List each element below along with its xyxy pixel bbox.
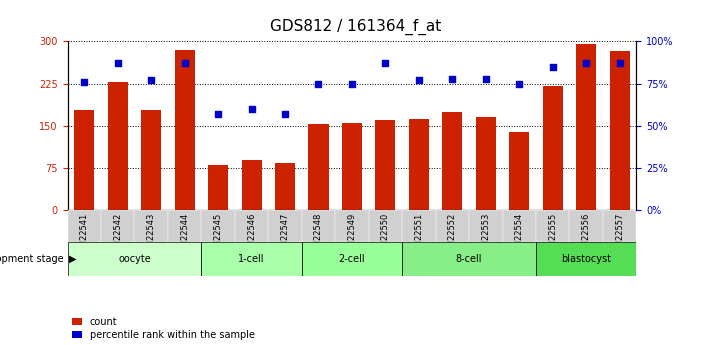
- Text: GSM22548: GSM22548: [314, 213, 323, 258]
- Bar: [609, 51, 630, 210]
- Bar: [570, 210, 603, 241]
- Text: 2-cell: 2-cell: [338, 254, 365, 264]
- Text: GSM22547: GSM22547: [281, 213, 289, 258]
- Text: GSM22557: GSM22557: [615, 213, 624, 258]
- Bar: [268, 210, 301, 241]
- Bar: [469, 210, 503, 241]
- Bar: [542, 87, 562, 210]
- Bar: [74, 110, 95, 210]
- Text: GSM22550: GSM22550: [381, 213, 390, 258]
- Point: [413, 78, 424, 83]
- Bar: [509, 131, 529, 210]
- Bar: [442, 112, 462, 210]
- Point: [79, 79, 90, 85]
- Point: [179, 61, 191, 66]
- Text: GSM22553: GSM22553: [481, 213, 491, 258]
- Bar: [201, 241, 301, 276]
- Text: 8-cell: 8-cell: [456, 254, 482, 264]
- Bar: [208, 165, 228, 210]
- Bar: [168, 210, 201, 241]
- Point: [346, 81, 358, 86]
- Text: GSM22556: GSM22556: [582, 213, 591, 258]
- Point: [313, 81, 324, 86]
- Text: GSM22551: GSM22551: [415, 213, 423, 258]
- Bar: [235, 210, 268, 241]
- Text: GSM22542: GSM22542: [113, 213, 122, 258]
- Point: [146, 78, 157, 83]
- Bar: [301, 241, 402, 276]
- Bar: [476, 117, 496, 210]
- Bar: [275, 162, 295, 210]
- Bar: [141, 110, 161, 210]
- Text: blastocyst: blastocyst: [561, 254, 611, 264]
- Bar: [576, 44, 597, 210]
- Legend: count, percentile rank within the sample: count, percentile rank within the sample: [73, 317, 255, 340]
- Point: [213, 111, 224, 117]
- Bar: [309, 124, 328, 210]
- Bar: [101, 210, 134, 241]
- Bar: [536, 241, 636, 276]
- Bar: [603, 210, 636, 241]
- Point: [580, 61, 592, 66]
- Bar: [68, 241, 201, 276]
- Bar: [536, 210, 570, 241]
- Bar: [375, 120, 395, 210]
- Text: oocyte: oocyte: [118, 254, 151, 264]
- Point: [112, 61, 124, 66]
- Point: [614, 61, 625, 66]
- Bar: [301, 210, 335, 241]
- Text: ▶: ▶: [69, 254, 77, 264]
- Text: GSM22552: GSM22552: [448, 213, 457, 258]
- Text: GSM22545: GSM22545: [213, 213, 223, 258]
- Text: GDS812 / 161364_f_at: GDS812 / 161364_f_at: [270, 19, 441, 35]
- Bar: [134, 210, 168, 241]
- Point: [380, 61, 391, 66]
- Bar: [342, 123, 362, 210]
- Bar: [436, 210, 469, 241]
- Bar: [369, 210, 402, 241]
- Point: [480, 76, 491, 81]
- Text: GSM22555: GSM22555: [548, 213, 557, 258]
- Point: [513, 81, 525, 86]
- Bar: [242, 160, 262, 210]
- Text: GSM22544: GSM22544: [180, 213, 189, 258]
- Text: development stage: development stage: [0, 254, 64, 264]
- Text: GSM22554: GSM22554: [515, 213, 524, 258]
- Bar: [68, 210, 101, 241]
- Text: GSM22549: GSM22549: [348, 213, 356, 258]
- Bar: [335, 210, 369, 241]
- Text: GSM22543: GSM22543: [146, 213, 156, 258]
- Point: [547, 64, 558, 70]
- Point: [246, 106, 257, 112]
- Text: 1-cell: 1-cell: [238, 254, 264, 264]
- Point: [447, 76, 458, 81]
- Point: [279, 111, 291, 117]
- Bar: [175, 50, 195, 210]
- Bar: [402, 210, 436, 241]
- Text: GSM22546: GSM22546: [247, 213, 256, 258]
- Bar: [409, 119, 429, 210]
- Bar: [201, 210, 235, 241]
- Bar: [402, 241, 536, 276]
- Text: GSM22541: GSM22541: [80, 213, 89, 258]
- Bar: [503, 210, 536, 241]
- Bar: [107, 82, 128, 210]
